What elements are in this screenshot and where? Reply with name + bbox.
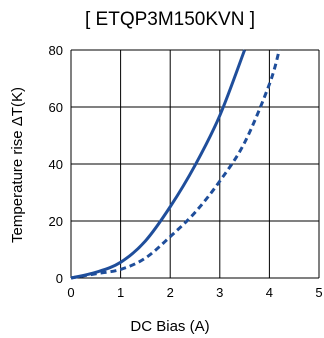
x-tick-label: 5 [315,285,322,300]
x-tick-label: 0 [67,285,74,300]
y-tick-labels: 0 20 40 60 80 [49,43,63,286]
chart-title: [ ETQP3M150KVN ] [85,9,255,30]
y-tick-label: 0 [56,271,63,286]
series-line-solid [70,49,247,280]
y-axis-label: Temperature rise ΔT(K) [9,87,26,243]
x-tick-labels: 0 1 2 3 4 5 [67,285,322,300]
x-tick-label: 3 [216,285,223,300]
y-tick-label: 40 [49,157,63,172]
x-tick-label: 1 [117,285,124,300]
x-tick-label: 4 [266,285,273,300]
y-tick-label: 60 [49,100,63,115]
y-tick-label: 20 [49,214,63,229]
series-group [70,49,281,280]
series-line-dashed [70,49,281,280]
x-axis-label: DC Bias (A) [130,318,209,335]
y-tick-label: 80 [49,43,63,58]
x-tick-label: 2 [167,285,174,300]
